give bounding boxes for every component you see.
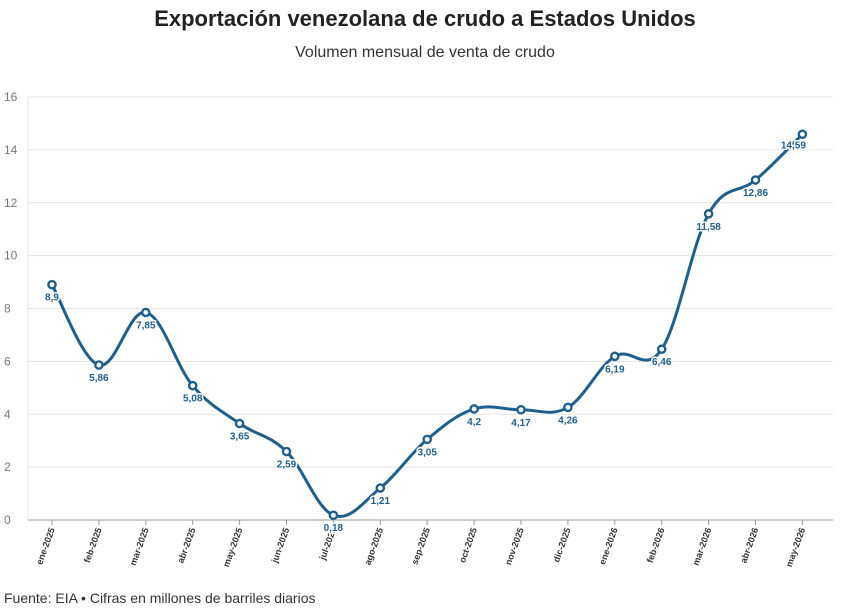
y-axis-ticks: 0 2 4 6 8 10 12 14 16 [4,90,18,527]
line-chart: 0 2 4 6 8 10 12 14 16 ene-2025 feb-2025 mar-2025 ab… [4,90,833,568]
y-tick-label: 4 [4,407,11,421]
data-point [656,344,667,355]
gridlines [27,96,833,521]
x-axis: ene-2025 feb-2025 mar-2025 abr-2025 may-2025… [34,520,807,568]
y-tick-label: 2 [4,460,11,474]
y-tick-label: 6 [4,354,11,368]
data-point [94,360,104,370]
data-label: 4,2 [467,417,481,428]
data-point [422,434,433,445]
x-tick-label: may-2026 [784,526,807,568]
x-tick-label: jun-2025 [269,526,291,565]
x-tick-label: feb-2025 [82,526,104,564]
y-tick-label: 8 [4,302,11,316]
x-tick-label: sep-2025 [410,526,433,566]
x-tick-label: dic-2025 [551,526,573,563]
y-tick-label: 14 [4,143,18,157]
data-point [187,380,198,391]
data-label: 6,46 [652,357,672,368]
data-label: 7,85 [136,320,156,331]
data-label: 11,58 [696,222,721,233]
y-tick-label: 10 [4,249,18,263]
data-label: 4,17 [511,418,531,429]
data-label: 5,86 [89,373,109,384]
data-point [140,307,151,318]
data-labels: 8,9 5,86 7,85 5,08 3,65 2,59 0,18 1,21 3,05 4,2 4,… [44,139,808,536]
data-point [328,510,339,521]
x-tick-label: nov-2025 [503,526,526,566]
data-label: 5,08 [183,394,203,405]
x-tick-label: ago-2025 [362,526,385,566]
data-points [47,129,808,521]
data-point [47,279,57,290]
x-tick-label: ene-2026 [597,526,620,566]
data-label: 6,19 [605,364,625,375]
series-line-group [50,132,804,519]
data-label: 4,26 [558,415,578,426]
data-point [703,209,714,219]
data-point [516,404,526,415]
y-tick-label: 0 [4,513,11,527]
data-label: 2,59 [277,460,297,471]
chart-subtitle: Volumen mensual de venta de crudo [295,44,555,61]
data-label: 1,21 [371,496,391,507]
x-tick-label: mar-2026 [691,526,714,567]
data-label: 12,86 [743,188,768,199]
data-label: 0,18 [324,523,344,534]
data-point [281,446,292,457]
chart-title: Exportación venezolana de crudo a Estado… [154,6,696,31]
y-tick-label: 16 [4,90,18,104]
data-point [563,402,573,413]
x-tick-label: abr-2026 [738,526,760,564]
series-line [50,132,804,519]
data-point [610,351,620,362]
data-label: 3,65 [230,432,250,443]
data-point [234,418,245,429]
data-label: 3,05 [417,447,437,458]
data-point [469,404,479,414]
x-tick-label: feb-2026 [645,526,667,564]
x-tick-label: mar-2025 [128,526,151,567]
data-label: 8,9 [45,293,59,304]
data-point [750,175,761,185]
data-point [375,483,386,493]
source-note: Fuente: EIA • Cifras en millones de barr… [4,590,316,606]
x-tick-label: ene-2025 [34,526,57,566]
x-tick-label: may-2025 [221,526,244,568]
x-tick-label: oct-2025 [457,526,479,564]
data-point [797,129,808,140]
data-label: 14,59 [781,140,806,151]
x-tick-label: abr-2025 [176,526,198,564]
y-tick-label: 12 [4,196,18,210]
